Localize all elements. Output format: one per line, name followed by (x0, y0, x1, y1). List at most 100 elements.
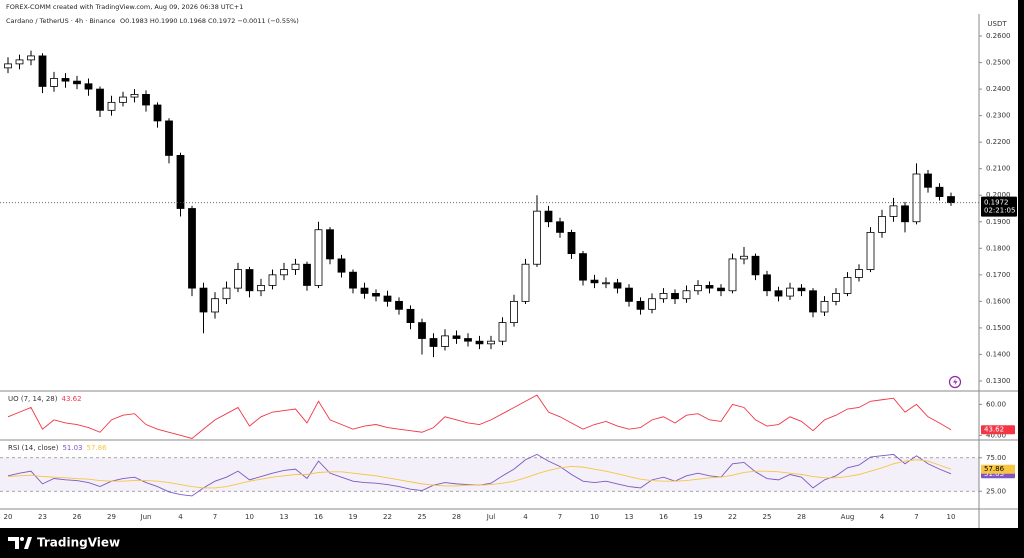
candle-body (774, 290, 783, 297)
candle-body (15, 59, 24, 65)
last-price-box (981, 196, 1017, 217)
indicator-line (7, 459, 952, 489)
value-box (981, 425, 1015, 435)
candle-body (705, 285, 714, 289)
x-tick-label: 16 (659, 513, 668, 521)
brand-logo (8, 537, 32, 549)
candle-body (222, 287, 231, 300)
candle-body (349, 271, 357, 289)
candle-body (510, 300, 518, 324)
alert-icon[interactable] (948, 375, 962, 389)
y-tick-label: 0.2400 (986, 85, 1011, 93)
candle-body (924, 173, 932, 188)
candle-body (832, 293, 840, 302)
indicator-line (7, 394, 952, 439)
candle-body (119, 96, 127, 103)
candle-body (579, 253, 587, 281)
last-price-label: 0.1972 (984, 199, 1009, 207)
logo-part (8, 537, 19, 549)
value-box-label: 57.86 (984, 465, 1005, 473)
candle-body (889, 205, 898, 217)
candle-body (337, 258, 346, 273)
candle-body (165, 120, 173, 156)
candle-body (418, 322, 426, 339)
footer-bar (0, 528, 1024, 558)
candle-body (602, 282, 610, 285)
ohlc-text: O0.1983 H0.1990 L0.1968 C0.1972 −0.0011 … (120, 17, 299, 25)
candle-body (866, 231, 875, 270)
candle-body (73, 80, 81, 85)
candle-body (487, 340, 495, 345)
candle-body (360, 287, 369, 294)
candle-body (947, 196, 955, 204)
candle-body (671, 293, 679, 300)
logo-part (20, 537, 24, 541)
candle-body (326, 229, 334, 260)
legend-value: 43.62 (62, 395, 82, 403)
x-tick-label: 4 (523, 513, 528, 521)
candle-body (682, 290, 691, 300)
candle-body (912, 173, 921, 223)
candle-body (245, 269, 254, 292)
candle-body (740, 255, 748, 260)
candle-body (280, 269, 288, 276)
candle-body (717, 287, 725, 292)
candle-body (809, 290, 817, 313)
x-tick-label: 10 (590, 513, 599, 521)
candle-body (797, 287, 806, 292)
candle-body (199, 287, 208, 313)
candle-body (395, 300, 403, 310)
x-tick-label: 26 (73, 513, 82, 521)
candle-body (544, 210, 553, 223)
candle-body (96, 88, 104, 111)
pane-legend: RSI (14, close) 51.03 57.86 (8, 444, 107, 452)
x-tick-label: 10 (947, 513, 956, 521)
x-tick-label: Jun (140, 513, 152, 521)
candle-body (659, 293, 668, 300)
x-tick-label: 16 (314, 513, 323, 521)
value-box-label: 43.62 (984, 426, 1004, 434)
candle-body (763, 274, 771, 292)
y-tick-label: 0.1600 (986, 297, 1011, 305)
x-tick-label: 20 (4, 513, 13, 521)
brand-name: TradingView (37, 536, 120, 550)
candle-body (648, 298, 656, 310)
candle-body (556, 221, 564, 233)
y-tick-label: 0.1400 (986, 350, 1011, 358)
candle-body (567, 231, 576, 255)
candle-body (935, 186, 944, 197)
x-tick-label: 13 (280, 513, 289, 521)
symbol: Cardano / TetherUS · 4h · Binance (6, 17, 115, 25)
alert-bolt (953, 378, 958, 386)
candle-body (383, 295, 392, 302)
y-tick-label: 0.2300 (986, 112, 1011, 120)
candle-body (441, 335, 449, 347)
candles (4, 50, 955, 358)
candle-body (613, 282, 622, 289)
pane-title: UO (7, 14, 28) (8, 395, 58, 403)
x-tick-label: 19 (349, 513, 358, 521)
candle-body (50, 78, 58, 87)
y-tick-label: 0.1700 (986, 271, 1011, 279)
candle-body (590, 279, 599, 284)
candle-body (84, 83, 93, 90)
alert-circle (948, 375, 962, 389)
x-tick-label: 7 (558, 513, 562, 521)
x-tick-label: 13 (625, 513, 634, 521)
candle-body (142, 94, 150, 106)
candle-body (211, 298, 219, 313)
candle-body (27, 55, 35, 61)
y-tick-label: 0.2500 (986, 59, 1011, 67)
y-tick-label: 0.2100 (986, 165, 1011, 173)
candle-body (475, 340, 484, 345)
candle-body (234, 269, 242, 289)
y-tick-label: 0.1500 (986, 324, 1011, 332)
candle-body (728, 258, 737, 292)
candle-body (855, 269, 863, 278)
candle-body (843, 277, 852, 294)
rsi-band (0, 457, 979, 492)
x-tick-label: 19 (694, 513, 703, 521)
candle-body (38, 55, 47, 87)
x-tick-label: 22 (383, 513, 392, 521)
